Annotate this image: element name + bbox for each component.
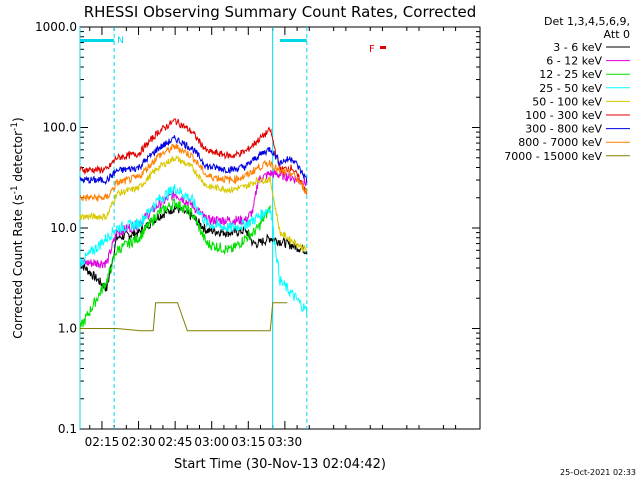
series-line bbox=[79, 143, 308, 202]
attenuator-boundary-lines bbox=[79, 27, 308, 429]
attenuator-label: N bbox=[117, 36, 124, 46]
y-axis-label-main: Corrected Count Rate (s bbox=[11, 194, 25, 338]
legend-label: 100 - 300 keV bbox=[525, 109, 602, 122]
x-tick-label: 03:15 bbox=[231, 435, 266, 449]
legend-label: 800 - 7000 keV bbox=[518, 136, 602, 149]
series-line bbox=[80, 204, 308, 292]
y-axis-label-exponent-2: -1 bbox=[10, 122, 20, 131]
attenuator-bar bbox=[80, 39, 115, 42]
legend-label: 6 - 12 keV bbox=[546, 55, 602, 68]
x-tick-label: 03:00 bbox=[194, 435, 229, 449]
x-axis-label: Start Time (30-Nov-13 02:04:42) bbox=[174, 457, 386, 472]
legend-label: 7000 - 15000 keV bbox=[504, 150, 602, 163]
legend-label: 300 - 800 keV bbox=[525, 123, 602, 136]
flare-marker bbox=[380, 46, 386, 49]
y-axis-label: Corrected Count Rate (s-1 detector-1) bbox=[10, 117, 25, 338]
legend-label: 25 - 50 keV bbox=[539, 82, 602, 95]
series-line bbox=[79, 154, 308, 253]
legend-label: 50 - 100 keV bbox=[532, 95, 602, 108]
series-group bbox=[79, 118, 308, 332]
y-tick-label: 100.0 bbox=[43, 121, 77, 135]
footer-timestamp: 25-Oct-2021 02:33 bbox=[560, 468, 636, 477]
series-line bbox=[80, 302, 288, 332]
x-tick-label: 02:15 bbox=[85, 435, 120, 449]
y-tick-label: 1.0 bbox=[58, 322, 77, 336]
x-axis-ticks: 02:15 02:30 02:45 03:00 03:15 03:30 bbox=[85, 27, 481, 449]
flare-marker-label: F bbox=[369, 44, 375, 55]
x-tick-label: 03:30 bbox=[268, 435, 303, 449]
attenuator-bar bbox=[280, 39, 307, 42]
series-line bbox=[79, 184, 308, 316]
x-tick-label: 02:30 bbox=[121, 435, 156, 449]
y-tick-label: 0.1 bbox=[58, 422, 77, 436]
y-axis-label-exponent: -1 bbox=[10, 185, 20, 194]
y-axis-label-end: ) bbox=[11, 117, 25, 122]
series-line bbox=[79, 198, 271, 332]
x-tick-label: 02:45 bbox=[158, 435, 193, 449]
attenuator-state-bars: NF bbox=[80, 36, 386, 55]
y-axis-label-tail: detector bbox=[11, 131, 25, 186]
series-line bbox=[79, 135, 308, 185]
y-tick-label: 1000.0 bbox=[35, 20, 77, 34]
legend-header-line-1: Det 1,3,4,5,6,9, bbox=[544, 15, 630, 28]
legend-label: 12 - 25 keV bbox=[539, 68, 602, 81]
legend-label: 3 - 6 keV bbox=[553, 41, 602, 54]
series-line bbox=[79, 118, 308, 195]
y-tick-label: 10.0 bbox=[50, 221, 77, 235]
legend-header-line-2: Att 0 bbox=[604, 28, 630, 41]
chart-title: RHESSI Observing Summary Count Rates, Co… bbox=[84, 3, 477, 21]
